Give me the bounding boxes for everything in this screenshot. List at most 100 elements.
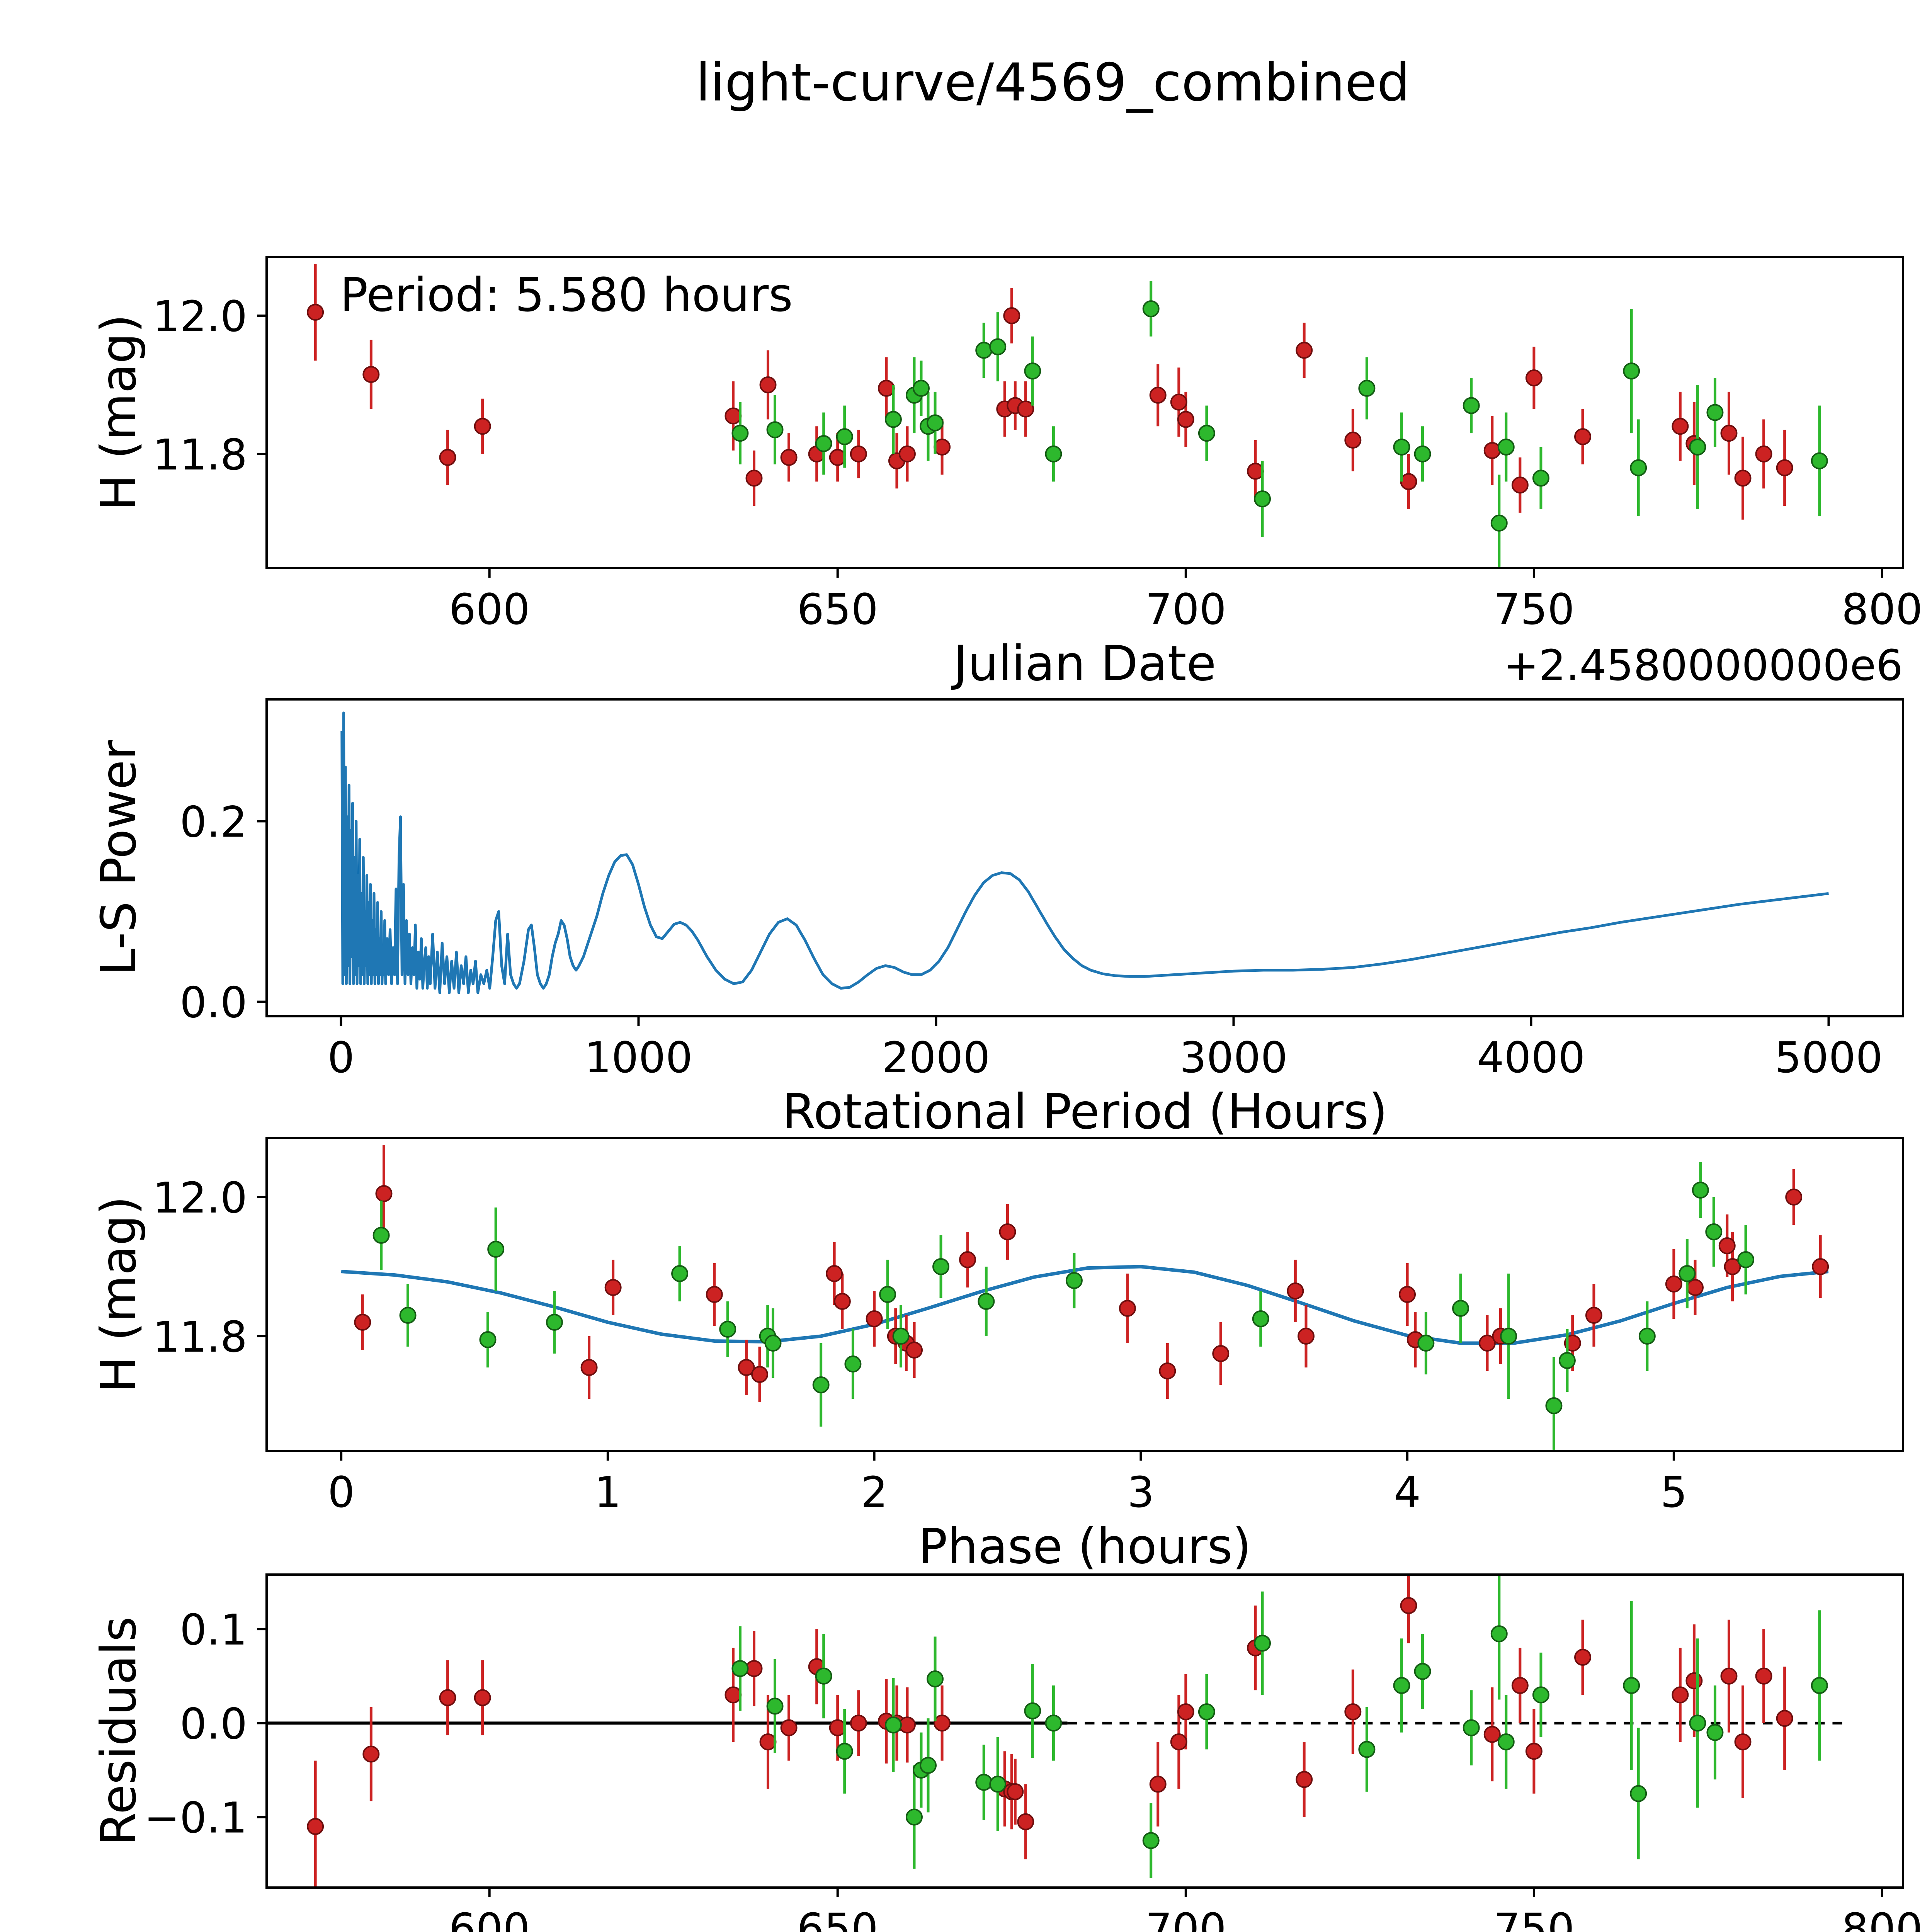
red-observations-point (745, 469, 763, 487)
green-observations-phased-point (1545, 1397, 1563, 1414)
red-observations-phased-point (1287, 1282, 1304, 1300)
phased-xtick-label: 0 (328, 1468, 355, 1517)
green-residuals-point (1811, 1677, 1828, 1694)
red-observations-phased-point (826, 1265, 843, 1282)
red-observations-point (1017, 400, 1034, 418)
green-observations-point (815, 435, 832, 452)
green-observations-phased-point (1065, 1272, 1083, 1289)
periodogram-frame (265, 698, 1904, 1017)
sinusoidal-fit-line (341, 1265, 1829, 1345)
red-observations-phased-point (1812, 1258, 1829, 1275)
green-residuals-point (815, 1667, 832, 1685)
red-observations-point (724, 407, 742, 425)
green-observations-point (1414, 445, 1431, 463)
periodogram-xtick-label: 0 (328, 1033, 355, 1082)
residuals-xtick-label: 800 (1842, 1904, 1923, 1932)
green-residuals-point (927, 1670, 944, 1687)
figure-title: light-curve/4569_combined (696, 52, 1410, 113)
red-observations-phased-point (906, 1341, 923, 1359)
lightcurve-plot-area (307, 264, 1828, 568)
phased-xtick-label: 2 (861, 1468, 888, 1517)
phased-xtick-label: 4 (1394, 1468, 1421, 1517)
red-residuals-point (1177, 1703, 1194, 1721)
phased-ylabel: H (mag) (91, 1196, 147, 1393)
red-observations-point (307, 304, 324, 321)
red-observations-phased-point (604, 1279, 622, 1296)
green-observations-point (884, 411, 902, 428)
red-observations-phased-point (833, 1293, 851, 1310)
panel-periodogram: 0 1000 2000 3000 4000 5000 0.0 0.2 Rotational Pe… (91, 698, 1904, 1140)
residuals-ytick-label: −0.1 (144, 1793, 247, 1843)
green-observations-point (1623, 362, 1640, 380)
red-observations-phased-point (1297, 1327, 1315, 1345)
periodogram-xtick-label: 4000 (1477, 1033, 1585, 1082)
phased-ytick-label: 11.8 (153, 1312, 247, 1362)
red-residuals-point (362, 1745, 380, 1763)
green-observations-phased-point (1692, 1182, 1709, 1199)
periodogram-plot-area (340, 711, 1829, 994)
green-residuals-point (1393, 1677, 1410, 1694)
red-observations-phased-point (1785, 1188, 1803, 1206)
residuals-ytick-label: 0.0 (180, 1699, 247, 1748)
green-observations-point (1811, 452, 1828, 469)
residuals-xtick-label: 700 (1145, 1904, 1226, 1932)
lightcurve-xtick-label: 600 (449, 585, 530, 634)
red-observations-phased-point (1119, 1300, 1136, 1317)
red-observations-point (1003, 307, 1020, 325)
green-observations-point (1393, 438, 1410, 456)
red-observations-phased-point (1399, 1286, 1416, 1303)
red-residuals-point (1149, 1776, 1167, 1793)
red-residuals-point (1344, 1703, 1362, 1721)
green-observations-phased-point (932, 1258, 950, 1275)
red-residuals-point (1525, 1743, 1543, 1760)
green-observations-point (912, 379, 930, 397)
green-residuals-point (1490, 1625, 1508, 1643)
green-residuals-point (975, 1774, 993, 1791)
red-observations-phased-point (1718, 1237, 1736, 1254)
green-residuals-point (1623, 1677, 1640, 1694)
green-residuals-point (1198, 1703, 1215, 1721)
phased-xlabel: Phase (hours) (918, 1519, 1252, 1575)
green-residuals-point (884, 1716, 902, 1734)
red-observations-phased-point (354, 1314, 371, 1331)
phased-xtick-label: 5 (1660, 1468, 1687, 1517)
green-observations-point (1497, 438, 1515, 456)
lightcurve-xtick-label: 650 (797, 585, 878, 634)
lightcurve-xtick-label: 800 (1842, 585, 1923, 634)
green-residuals-point (1142, 1832, 1160, 1849)
red-observations-phased-point (580, 1359, 598, 1376)
red-residuals-point (439, 1689, 456, 1706)
red-observations-point (829, 449, 846, 466)
phased-frame (265, 1137, 1904, 1452)
green-observations-phased-point (892, 1327, 910, 1345)
red-residuals-point (780, 1719, 798, 1736)
residuals-xtick-label: 650 (797, 1904, 878, 1932)
green-observations-point (1024, 362, 1041, 380)
lightcurve-xlabel: Julian Date (951, 636, 1216, 692)
periodogram-xtick-label: 5000 (1775, 1033, 1883, 1082)
red-observations-point (1776, 459, 1793, 476)
red-observations-point (1400, 473, 1417, 490)
green-observations-point (927, 414, 944, 432)
red-observations-point (1177, 411, 1194, 428)
red-observations-point (780, 449, 798, 466)
green-residuals-point (766, 1697, 784, 1715)
green-residuals-point (1045, 1714, 1062, 1732)
green-observations-phased-point (812, 1376, 830, 1393)
green-residuals-point (920, 1757, 937, 1774)
red-observations-point (934, 438, 951, 456)
red-observations-phased-point (1585, 1306, 1602, 1324)
green-observations-point (1463, 397, 1480, 414)
ls-power-line (340, 711, 1829, 994)
phased-plot-area (341, 1145, 1829, 1451)
red-observations-point (1734, 469, 1752, 487)
green-observations-point (731, 425, 749, 442)
green-observations-point (1142, 300, 1160, 318)
residuals-plot-area (267, 1575, 1847, 1888)
red-observations-point (1247, 463, 1264, 480)
green-residuals-point (1414, 1663, 1431, 1680)
red-observations-point (1755, 445, 1772, 463)
red-observations-point (1574, 428, 1592, 446)
red-residuals-point (1170, 1733, 1187, 1750)
